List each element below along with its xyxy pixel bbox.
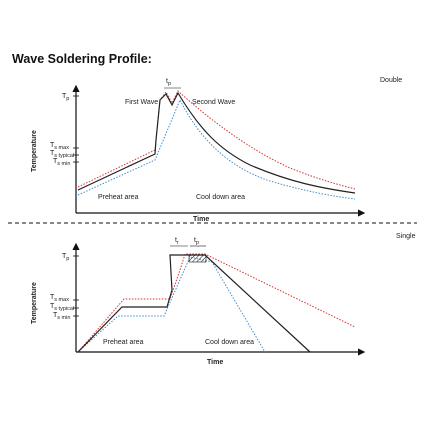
t: T bbox=[53, 312, 58, 319]
ticks bbox=[73, 255, 79, 317]
y-label: Ts min bbox=[53, 312, 70, 321]
y-label: Ts max bbox=[50, 294, 69, 303]
curve-max bbox=[77, 253, 356, 353]
curve-typical bbox=[77, 254, 311, 353]
s: r bbox=[177, 240, 179, 246]
y-axis-title: Temperature bbox=[31, 130, 38, 172]
tr-label: tr bbox=[175, 237, 179, 246]
t: T bbox=[50, 150, 55, 157]
ticks bbox=[73, 95, 79, 163]
t: T bbox=[62, 93, 67, 100]
annotation: Preheat area bbox=[98, 194, 139, 201]
s: s min bbox=[57, 161, 70, 167]
t: T bbox=[50, 303, 55, 310]
curve-typical bbox=[77, 91, 356, 194]
t: T bbox=[62, 253, 67, 260]
s: s typical bbox=[54, 153, 74, 159]
curve-min bbox=[77, 256, 266, 353]
annotation: Cool down area bbox=[196, 194, 245, 201]
s: s typical bbox=[54, 306, 74, 312]
single-diagram: Single Tp Ts max Ts typical Ts min Tempe… bbox=[31, 233, 416, 366]
y-label: Ts max bbox=[50, 142, 69, 151]
t: t bbox=[194, 237, 196, 244]
annotation: Preheat area bbox=[103, 339, 144, 346]
s: p bbox=[66, 96, 69, 102]
mode-label: Double bbox=[380, 77, 402, 84]
tp-label: tp bbox=[194, 237, 199, 246]
t: t bbox=[166, 78, 168, 85]
s: p bbox=[168, 81, 171, 87]
y-label: Ts min bbox=[53, 158, 70, 167]
t: T bbox=[53, 158, 58, 165]
curve-max bbox=[77, 90, 356, 190]
t: T bbox=[50, 294, 55, 301]
s: p bbox=[66, 256, 69, 262]
annotation: First Wave bbox=[125, 99, 158, 106]
title: Wave Soldering Profile: bbox=[12, 52, 152, 66]
annotation: Cool down area bbox=[205, 339, 254, 346]
y-label: Ts typical bbox=[50, 150, 74, 159]
s: p bbox=[196, 240, 199, 246]
x-axis-title: Time bbox=[207, 359, 223, 366]
tp-box bbox=[188, 254, 207, 263]
t: t bbox=[175, 237, 177, 244]
annotation: Second Wave bbox=[192, 99, 235, 106]
mode-label: Single bbox=[396, 233, 416, 240]
y-label: Tp bbox=[62, 253, 69, 262]
s: s max bbox=[54, 297, 69, 303]
tp-label: tp bbox=[166, 78, 171, 87]
s: s max bbox=[54, 145, 69, 151]
x-axis-title: Time bbox=[193, 216, 209, 223]
y-axis-title: Temperature bbox=[31, 282, 38, 324]
s: s min bbox=[57, 315, 70, 321]
y-label: Ts typical bbox=[50, 303, 74, 312]
t: T bbox=[50, 142, 55, 149]
y-label: Tp bbox=[62, 93, 69, 102]
double-diagram: Double Tp Ts max Ts typical Ts min Tempe… bbox=[31, 77, 402, 223]
curve-min bbox=[77, 98, 356, 200]
